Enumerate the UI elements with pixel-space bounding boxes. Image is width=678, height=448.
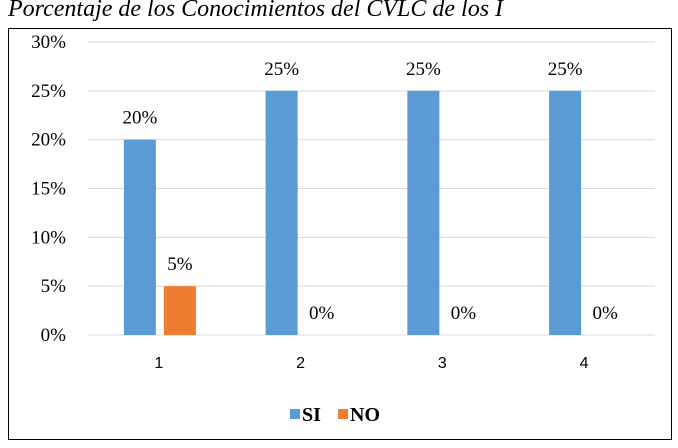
y-tick-label: 10%: [31, 227, 66, 248]
bar: [407, 90, 440, 335]
y-tick-label: 0%: [41, 325, 67, 346]
legend-label: SI: [302, 404, 321, 426]
data-label: 0%: [451, 303, 477, 324]
bar: [549, 90, 582, 335]
data-label: 0%: [592, 303, 618, 324]
data-label: 25%: [264, 59, 299, 80]
y-tick-label: 5%: [41, 276, 67, 297]
legend-swatch: [290, 409, 300, 419]
bar: [265, 90, 298, 335]
chart-title: Porcentaje de los Conocimientos del CVLC…: [7, 0, 504, 22]
x-tick-label: 1: [154, 355, 163, 372]
chart-frame: [8, 28, 672, 440]
x-tick-label: 4: [580, 355, 589, 372]
data-label: 25%: [548, 59, 583, 80]
legend-label: NO: [350, 404, 380, 426]
y-tick-label: 25%: [31, 81, 66, 102]
legend-swatch: [338, 409, 348, 419]
x-tick-label: 3: [438, 355, 447, 372]
y-tick-label: 30%: [31, 32, 66, 53]
y-tick-label: 20%: [31, 130, 66, 151]
data-label: 5%: [167, 254, 193, 275]
data-label: 0%: [309, 303, 335, 324]
bar: [163, 286, 196, 335]
y-tick-label: 15%: [31, 179, 66, 200]
x-tick-label: 2: [296, 355, 305, 372]
bar: [123, 139, 156, 335]
data-label: 20%: [122, 108, 157, 129]
data-label: 25%: [406, 59, 441, 80]
